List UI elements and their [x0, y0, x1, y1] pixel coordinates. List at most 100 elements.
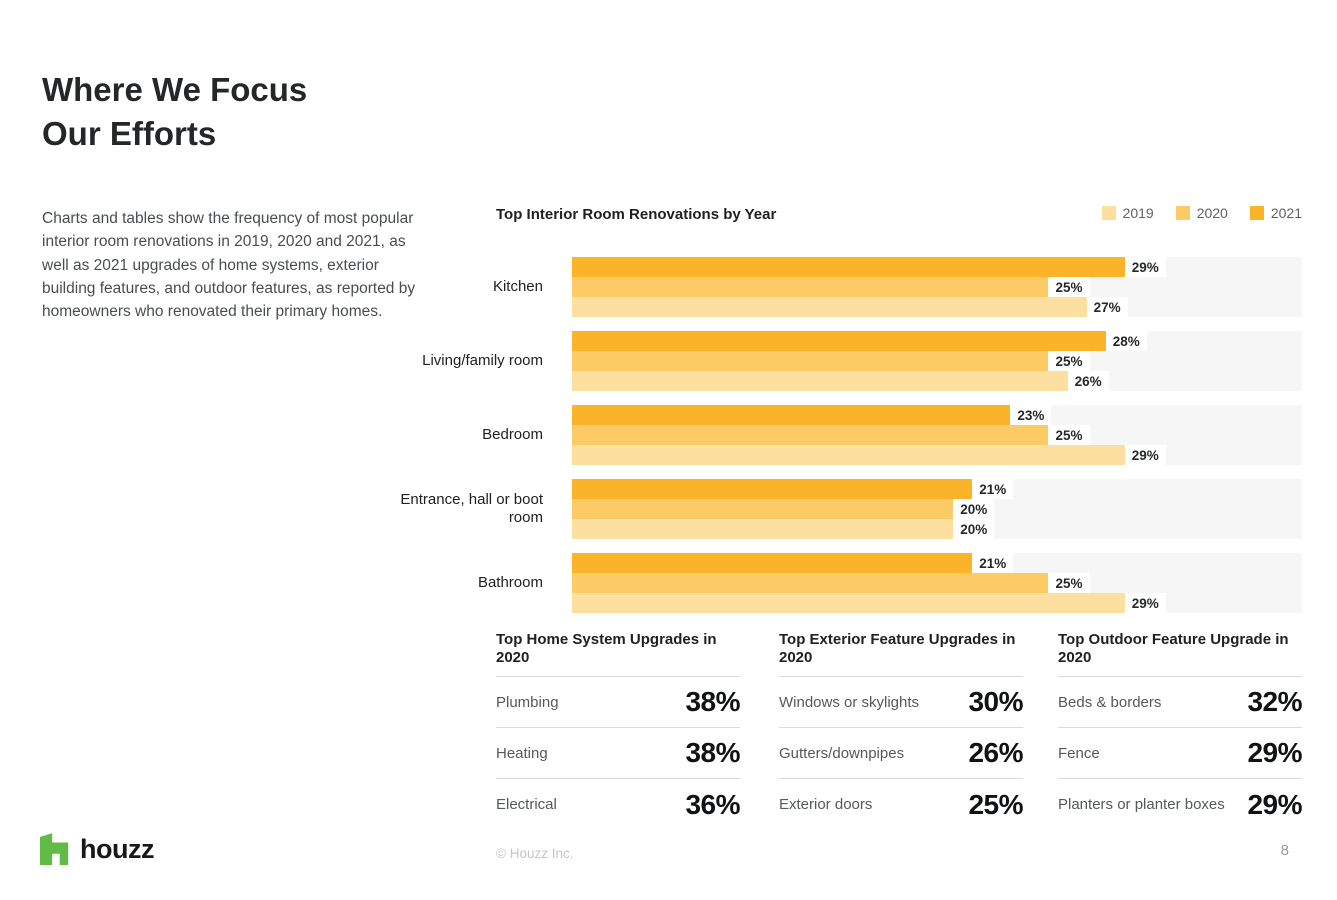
stat-label: Fence [1058, 744, 1100, 762]
stat-table-title: Top Home System Upgrades in 2020 [496, 631, 740, 677]
page-number: 8 [1280, 842, 1289, 859]
bar-value-label: 29% [1124, 593, 1166, 613]
stat-label: Heating [496, 744, 548, 762]
bar-group: Bedroom 23% 25% 29% [390, 405, 1302, 465]
bar-row-2019: 27% [572, 297, 1302, 317]
category-label: Living/family room [422, 352, 543, 369]
category-label: Kitchen [492, 278, 543, 295]
bar-2019 [572, 371, 1068, 391]
bar-2021 [572, 553, 973, 573]
bar-group: Bathroom 21% 25% 29% [390, 553, 1302, 613]
stat-label: Windows or skylights [779, 693, 920, 711]
stat-row: Electrical 36% [496, 779, 740, 830]
bar-value-label: 26% [1067, 371, 1109, 391]
stat-value: 29% [1247, 788, 1302, 820]
houzz-house-icon [40, 833, 69, 865]
bar-value-label: 25% [1048, 277, 1090, 297]
stat-value: 25% [968, 788, 1023, 820]
bar-row-2021: 28% [572, 331, 1302, 351]
bar-row-2021: 23% [572, 405, 1302, 425]
chart-title: Top Interior Room Renovations by Year [496, 206, 777, 223]
stat-row: Heating 38% [496, 728, 740, 779]
legend-label-2019: 2019 [1122, 205, 1154, 221]
stat-row: Fence 29% [1058, 728, 1302, 779]
bar-row-2021: 21% [572, 553, 1302, 573]
category-label: Bathroom [477, 574, 543, 591]
bar-row-2020: 25% [572, 425, 1302, 445]
bar-value-label: 25% [1048, 425, 1090, 445]
bar-row-2020: 25% [572, 277, 1302, 297]
bar-2020 [572, 277, 1049, 297]
stat-label: Plumbing [496, 693, 559, 711]
bar-2020 [572, 351, 1049, 371]
bar-2021 [572, 405, 1011, 425]
bar-row-2020: 20% [572, 499, 1302, 519]
bar-2019 [572, 445, 1125, 465]
bar-group: Living/family room 28% 25% 26% [390, 331, 1302, 391]
stat-table-title: Top Exterior Feature Upgrades in 2020 [779, 631, 1023, 677]
bar-2020 [572, 499, 954, 519]
bar-value-label: 29% [1124, 445, 1166, 465]
page-title-line1: Where We Focus [42, 71, 308, 108]
stat-row: Plumbing 38% [496, 677, 740, 728]
chart-legend: 2019 2020 2021 [1101, 205, 1302, 221]
bar-row-2021: 21% [572, 479, 1302, 499]
legend-item-2019: 2019 [1101, 205, 1154, 221]
bar-track: 29% 25% 27% [572, 257, 1302, 317]
stat-value: 38% [685, 737, 740, 768]
bar-chart: Kitchen 29% 25% 27% Living/family room 28% 25%… [390, 257, 1302, 613]
page-description: Charts and tables show the frequency of … [42, 210, 416, 321]
legend-swatch-2021 [1249, 206, 1264, 220]
bar-row-2019: 29% [572, 593, 1302, 613]
houzz-wordmark: houzz [80, 833, 154, 864]
category-label: Bedroom [482, 426, 543, 443]
bar-value-label: 21% [972, 479, 1014, 499]
bar-2021 [572, 479, 973, 499]
bar-value-label: 25% [1048, 573, 1090, 593]
bar-track: 28% 25% 26% [572, 331, 1302, 391]
stat-table-title: Top Outdoor Feature Upgrade in 2020 [1058, 631, 1302, 677]
bar-row-2019: 26% [572, 371, 1302, 391]
bar-value-label: 28% [1105, 331, 1147, 351]
bar-2019 [572, 519, 954, 539]
bar-value-label: 25% [1048, 351, 1090, 371]
bar-row-2021: 29% [572, 257, 1302, 277]
bar-row-2019: 20% [572, 519, 1302, 539]
stat-row: Beds & borders 32% [1058, 677, 1302, 728]
stat-value: 29% [1247, 737, 1302, 768]
bar-track: 21% 20% 20% [572, 479, 1302, 539]
stat-value: 26% [968, 737, 1023, 768]
stat-row: Planters or planter boxes 29% [1058, 779, 1302, 830]
bar-group: Kitchen 29% 25% 27% [390, 257, 1302, 317]
page-title: Where We Focus Our Efforts [42, 68, 307, 156]
legend-label-2021: 2021 [1270, 205, 1302, 221]
table-home-system-upgrades: Top Home System Upgrades in 2020 Plumbing… [496, 631, 740, 830]
legend-label-2020: 2020 [1196, 205, 1228, 221]
legend-item-2020: 2020 [1175, 205, 1228, 221]
stat-label: Exterior doors [779, 796, 873, 813]
stat-row: Gutters/downpipes 26% [779, 728, 1023, 779]
table-outdoor-feature-upgrades: Top Outdoor Feature Upgrade in 2020 Beds … [1058, 631, 1302, 830]
stat-value: 38% [685, 686, 740, 717]
bar-value-label: 20% [953, 519, 995, 539]
stat-row: Windows or skylights 30% [779, 677, 1023, 728]
bar-2020 [572, 573, 1049, 593]
stat-label: Beds & borders [1058, 693, 1162, 711]
bar-track: 21% 25% 29% [572, 553, 1302, 613]
bar-row-2019: 29% [572, 445, 1302, 465]
bar-group: Entrance, hall or boot room 21% 20% 20% [390, 479, 1302, 539]
bar-row-2020: 25% [572, 573, 1302, 593]
bar-value-label: 23% [1010, 405, 1052, 425]
bar-2021 [572, 331, 1106, 351]
copyright-text: © Houzz Inc. [496, 846, 574, 861]
stat-row: Exterior doors 25% [779, 779, 1023, 830]
stat-label: Gutters/downpipes [779, 744, 905, 762]
bar-value-label: 21% [972, 553, 1014, 573]
stat-value: 32% [1247, 686, 1302, 717]
legend-swatch-2020 [1175, 206, 1190, 220]
bar-2019 [572, 593, 1125, 613]
table-exterior-feature-upgrades: Top Exterior Feature Upgrades in 2020 Win… [779, 631, 1023, 830]
stat-value: 30% [968, 686, 1023, 717]
stat-label: Electrical [496, 796, 557, 813]
page-title-line2: Our Efforts [42, 115, 217, 152]
